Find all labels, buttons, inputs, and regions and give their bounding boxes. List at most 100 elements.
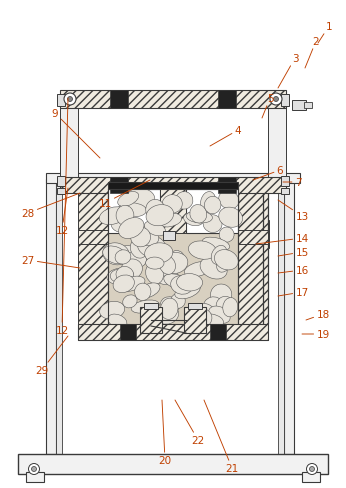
- Text: 12: 12: [55, 99, 69, 335]
- Bar: [108, 183, 238, 190]
- Ellipse shape: [203, 215, 222, 233]
- Ellipse shape: [99, 207, 127, 225]
- Bar: [160, 190, 186, 234]
- Bar: [278, 180, 284, 454]
- Ellipse shape: [184, 213, 203, 226]
- Bar: [108, 190, 238, 326]
- Bar: [60, 178, 286, 194]
- Bar: [292, 101, 306, 111]
- Ellipse shape: [126, 189, 155, 209]
- Ellipse shape: [130, 239, 147, 259]
- Text: 2: 2: [305, 37, 319, 69]
- Ellipse shape: [116, 206, 134, 226]
- Bar: [258, 246, 266, 257]
- Ellipse shape: [154, 269, 179, 285]
- Ellipse shape: [223, 298, 238, 317]
- Ellipse shape: [162, 253, 188, 274]
- Bar: [46, 180, 56, 454]
- Ellipse shape: [130, 227, 151, 247]
- Ellipse shape: [146, 205, 174, 226]
- Ellipse shape: [186, 211, 212, 224]
- Ellipse shape: [156, 214, 182, 227]
- Ellipse shape: [164, 274, 189, 289]
- Bar: [281, 95, 289, 107]
- Bar: [302, 472, 320, 482]
- Bar: [57, 189, 65, 195]
- Bar: [218, 91, 236, 109]
- Bar: [148, 243, 186, 318]
- Bar: [188, 304, 202, 309]
- Bar: [281, 177, 289, 186]
- Circle shape: [270, 94, 282, 106]
- Ellipse shape: [134, 227, 159, 246]
- Ellipse shape: [146, 258, 164, 269]
- Text: 27: 27: [21, 256, 80, 268]
- Ellipse shape: [117, 277, 145, 292]
- Text: 3: 3: [278, 54, 298, 89]
- Ellipse shape: [103, 244, 129, 265]
- Text: 11: 11: [98, 181, 150, 208]
- Text: 6: 6: [253, 165, 283, 181]
- Bar: [110, 91, 128, 109]
- Ellipse shape: [171, 276, 193, 295]
- Ellipse shape: [160, 256, 175, 275]
- Ellipse shape: [161, 299, 178, 320]
- Ellipse shape: [202, 238, 230, 251]
- Bar: [152, 315, 182, 324]
- Circle shape: [64, 94, 76, 106]
- Bar: [144, 304, 158, 309]
- Ellipse shape: [113, 275, 134, 293]
- Ellipse shape: [146, 264, 163, 285]
- Text: 29: 29: [35, 336, 68, 375]
- Ellipse shape: [111, 213, 131, 232]
- Ellipse shape: [204, 197, 221, 214]
- Ellipse shape: [100, 302, 125, 319]
- Ellipse shape: [190, 205, 207, 224]
- Circle shape: [273, 97, 279, 102]
- Bar: [159, 229, 175, 244]
- Ellipse shape: [156, 306, 179, 325]
- Bar: [110, 178, 128, 194]
- Ellipse shape: [135, 284, 151, 301]
- Ellipse shape: [215, 250, 238, 270]
- Bar: [218, 178, 236, 194]
- Circle shape: [31, 467, 36, 471]
- Bar: [140, 307, 162, 333]
- Ellipse shape: [118, 192, 139, 207]
- Circle shape: [307, 464, 318, 474]
- Text: 4: 4: [210, 126, 241, 147]
- Bar: [108, 190, 160, 234]
- Ellipse shape: [131, 301, 160, 313]
- Bar: [56, 180, 62, 454]
- Ellipse shape: [107, 268, 134, 285]
- Ellipse shape: [116, 267, 134, 284]
- Text: 14: 14: [256, 234, 309, 244]
- Bar: [46, 174, 300, 183]
- Ellipse shape: [190, 309, 212, 329]
- Ellipse shape: [176, 274, 202, 291]
- Bar: [186, 190, 238, 234]
- Bar: [120, 325, 136, 340]
- Ellipse shape: [108, 314, 127, 328]
- Ellipse shape: [118, 203, 147, 217]
- Ellipse shape: [162, 195, 182, 214]
- Text: 1: 1: [318, 22, 332, 44]
- Text: 17: 17: [278, 287, 309, 297]
- Ellipse shape: [161, 297, 180, 313]
- Circle shape: [67, 97, 73, 102]
- Text: 5: 5: [262, 94, 273, 119]
- Bar: [284, 180, 294, 454]
- Ellipse shape: [169, 251, 184, 265]
- Ellipse shape: [103, 246, 127, 264]
- Ellipse shape: [210, 285, 232, 305]
- Text: 16: 16: [278, 265, 309, 275]
- Bar: [255, 221, 269, 248]
- Ellipse shape: [137, 236, 166, 258]
- Ellipse shape: [144, 222, 165, 236]
- Text: 28: 28: [21, 194, 80, 219]
- Text: 18: 18: [306, 309, 330, 320]
- Text: 21: 21: [204, 400, 239, 473]
- Ellipse shape: [184, 262, 212, 277]
- Ellipse shape: [199, 314, 224, 328]
- Text: 22: 22: [175, 400, 204, 445]
